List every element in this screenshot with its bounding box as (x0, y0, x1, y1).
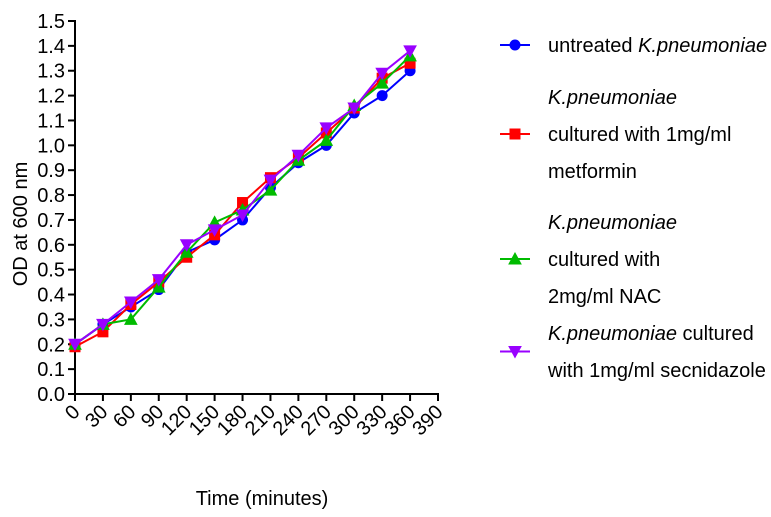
data-point (179, 239, 194, 252)
y-axis-ticks: 0.0 0.1 0.2 0.30.4 0.5 0.6 0.7 0.8 0.9 1.0 1.11.2 1… (37, 11, 75, 406)
legend-label: metformin (548, 161, 637, 183)
y-tick-label: 1.0 (37, 135, 65, 157)
data-point (319, 122, 334, 135)
y-tick-label: 0.0 (37, 384, 65, 406)
data-point (207, 224, 222, 237)
data-point (151, 274, 166, 287)
x-tick-label: 60 (109, 401, 140, 432)
legend-label: with 1mg/ml secnidazole (547, 360, 766, 382)
legend-marker (509, 128, 521, 140)
data-point (375, 67, 389, 81)
legend: untreated K.pneumoniae K.pneumoniae cultur… (500, 35, 767, 382)
data-point (263, 174, 278, 188)
data-point (96, 318, 110, 332)
y-tick-label: 1.4 (37, 36, 65, 58)
y-tick-label: 1.3 (37, 61, 65, 83)
data-point (376, 90, 388, 102)
data-point (319, 133, 334, 146)
data-point (124, 312, 138, 325)
data-point (347, 102, 362, 116)
y-tick-label: 1.1 (37, 110, 65, 132)
legend-label: K.pneumoniae (548, 212, 677, 234)
plot-area: 0.0 0.1 0.2 0.30.4 0.5 0.6 0.7 0.8 0.9 1.0 1.11.2 1… (37, 11, 447, 440)
legend-entry: K.pneumoniae cultured with 1mg/ml metformi… (500, 87, 731, 183)
y-tick-label: 0.1 (37, 359, 65, 381)
data-point (375, 76, 389, 89)
legend-label: cultured with (548, 249, 660, 271)
y-tick-label: 0.7 (37, 210, 65, 232)
y-tick-label: 1.5 (37, 11, 65, 33)
legend-label: 2mg/ml NAC (548, 286, 661, 308)
x-tick-label: 0 (61, 401, 84, 424)
y-axis-title: OD at 600 nm (10, 162, 32, 287)
data-point (124, 296, 138, 310)
legend-label: K.pneumoniae (548, 87, 677, 109)
data-point (68, 338, 82, 352)
legend-label: cultured with 1mg/ml (548, 124, 731, 146)
legend-label: untreated K.pneumoniae (548, 35, 767, 57)
legend-entry: untreated K.pneumoniae (500, 35, 767, 57)
legend-marker (508, 346, 522, 359)
y-tick-label: 0.9 (37, 160, 65, 182)
y-tick-label: 1.2 (37, 86, 65, 108)
legend-entry: K.pneumoniae cultured with 1mg/ml secnida… (500, 323, 766, 382)
data-point (235, 209, 250, 223)
series-4 (68, 45, 417, 352)
x-tick-label: 30 (81, 401, 112, 432)
x-axis-title: Time (minutes) (196, 488, 329, 510)
y-tick-label: 0.5 (37, 260, 65, 282)
data-point (403, 45, 417, 58)
y-tick-label: 0.6 (37, 235, 65, 257)
x-tick-label: 390 (408, 401, 447, 440)
series-layer (68, 45, 417, 353)
legend-entry: K.pneumoniae cultured with 2mg/ml NAC (500, 212, 677, 308)
y-tick-label: 0.3 (37, 309, 65, 331)
y-tick-label: 0.8 (37, 185, 65, 207)
y-tick-label: 0.4 (37, 285, 65, 307)
legend-label: K.pneumoniae cultured (548, 323, 754, 345)
y-tick-label: 0.2 (37, 334, 65, 356)
legend-marker (509, 39, 521, 51)
legend-marker (508, 251, 522, 265)
data-point (291, 149, 306, 163)
data-point (263, 183, 278, 196)
